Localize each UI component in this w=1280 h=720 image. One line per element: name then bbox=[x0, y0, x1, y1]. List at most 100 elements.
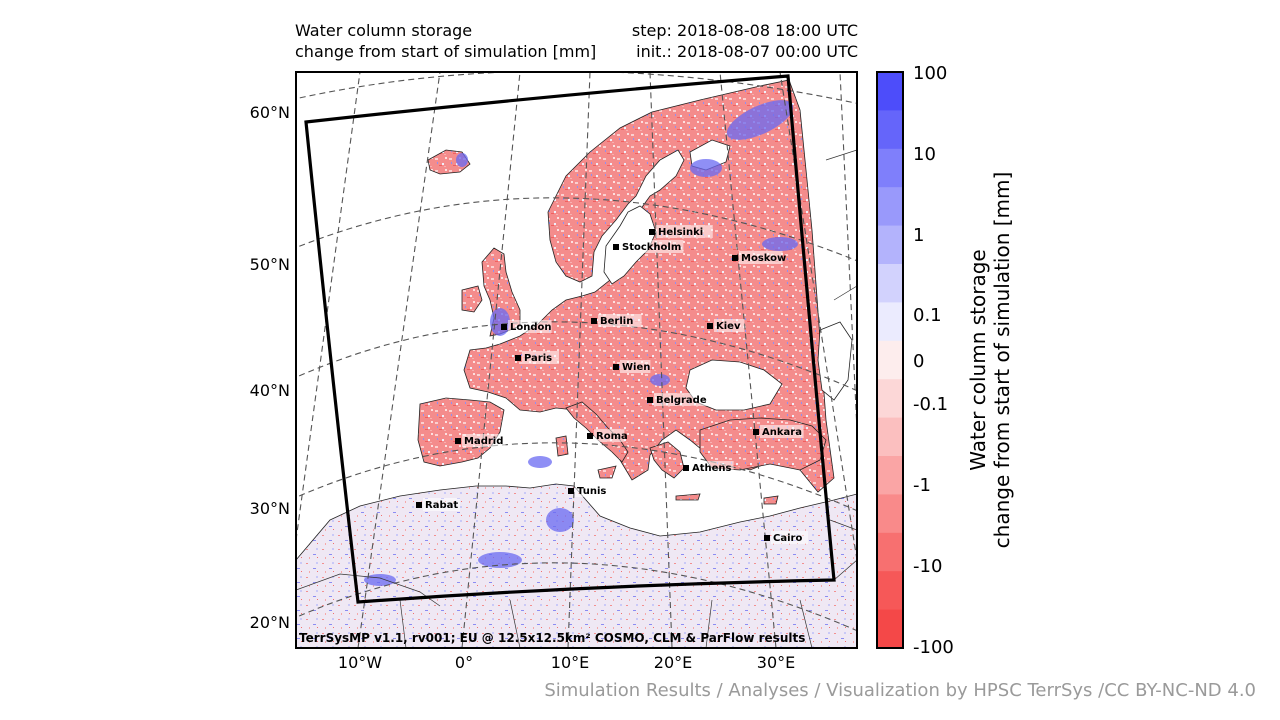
city-label-background bbox=[771, 531, 808, 544]
meridian-10w bbox=[357, 72, 441, 648]
city-label-background bbox=[654, 393, 711, 406]
map-title: Water column storage change from start o… bbox=[295, 20, 596, 62]
city-label: Belgrade bbox=[656, 395, 707, 406]
city-kiev: Kiev bbox=[707, 319, 745, 332]
cb-tick-neg10: -10 bbox=[913, 556, 942, 577]
city-label-background bbox=[760, 425, 804, 438]
lat-label-20: 20°N bbox=[250, 613, 290, 632]
city-label: Stockholm bbox=[622, 242, 681, 253]
colorbar-segment bbox=[877, 72, 903, 111]
city-tunis: Tunis bbox=[568, 484, 612, 497]
city-marker bbox=[515, 355, 521, 361]
colorbar-segment bbox=[877, 571, 903, 611]
colorbar-segment bbox=[877, 456, 903, 495]
city-label-background bbox=[656, 225, 713, 238]
landmass-ireland bbox=[461, 285, 483, 313]
wet-patch bbox=[650, 374, 670, 386]
landmass-africa bbox=[296, 483, 857, 648]
colorbar-segment bbox=[877, 532, 903, 572]
meridian-0 bbox=[461, 72, 521, 648]
city-marker bbox=[613, 244, 619, 250]
city-label-background bbox=[522, 351, 559, 364]
city-ankara: Ankara bbox=[753, 425, 804, 438]
city-label-background bbox=[594, 429, 625, 442]
model-info-label: TerrSysMP v1.1, rv001; EU @ 12.5x12.5km²… bbox=[299, 631, 805, 645]
wet-patch bbox=[528, 456, 552, 468]
lon-label-20e: 20°E bbox=[654, 653, 692, 672]
landmass-greece bbox=[649, 441, 685, 479]
city-marker bbox=[647, 397, 653, 403]
city-label: Berlin bbox=[600, 316, 633, 327]
city-cairo: Cairo bbox=[764, 531, 808, 544]
city-marker bbox=[568, 488, 574, 494]
cb-tick-neg1: -1 bbox=[913, 475, 931, 496]
colorbar-title-line2: change from start of simulation [mm] bbox=[990, 171, 1014, 549]
meridian-40e bbox=[779, 72, 857, 561]
colorbar-frame bbox=[876, 71, 904, 649]
colorbar-title: Water column storage change from start o… bbox=[966, 150, 1014, 570]
parallel-30 bbox=[296, 442, 857, 512]
cb-tick-0: 0 bbox=[913, 351, 924, 372]
domain-boundary bbox=[304, 74, 836, 604]
colorbar-segment bbox=[877, 340, 903, 380]
city-marker bbox=[753, 429, 759, 435]
map-content: Helsinki Stockholm Moskow London Berlin Kiev P… bbox=[296, 72, 857, 648]
cb-tick-0.1: 0.1 bbox=[913, 305, 942, 326]
city-marker bbox=[649, 229, 655, 235]
city-label-background bbox=[620, 360, 651, 373]
credit-line: Simulation Results / Analyses / Visualiz… bbox=[544, 680, 1256, 701]
graticule bbox=[296, 72, 857, 648]
city-label: Cairo bbox=[773, 533, 802, 544]
city-label-background bbox=[575, 484, 612, 497]
meridian-30e bbox=[719, 72, 777, 648]
city-madrid: Madrid bbox=[455, 434, 506, 447]
wet-patch bbox=[690, 159, 722, 177]
city-label-background bbox=[423, 498, 460, 511]
colorbar-segment bbox=[877, 148, 903, 188]
city-athens: Athens bbox=[683, 461, 734, 474]
lat-ticks: 60°N 50°N 40°N 30°N 20°N bbox=[250, 103, 290, 632]
city-label-background bbox=[739, 251, 783, 264]
city-stockholm: Stockholm bbox=[613, 240, 684, 253]
colorbar-segment bbox=[877, 110, 903, 150]
city-paris: Paris bbox=[515, 351, 559, 364]
lat-label-60: 60°N bbox=[250, 103, 290, 122]
city-label: Athens bbox=[692, 463, 732, 474]
lon-label-10e: 10°E bbox=[551, 653, 589, 672]
parallel-20 bbox=[296, 562, 857, 632]
cb-tick-10: 10 bbox=[913, 144, 936, 165]
city-markers: Helsinki Stockholm Moskow London Berlin Kiev P… bbox=[416, 225, 808, 544]
colorbar-segment bbox=[877, 494, 903, 534]
city-berlin: Berlin bbox=[591, 314, 642, 327]
city-label: Paris bbox=[524, 353, 552, 364]
lat-label-40: 40°N bbox=[250, 381, 290, 400]
cb-tick-neg100: -100 bbox=[913, 637, 954, 658]
city-london: London bbox=[501, 320, 552, 333]
city-marker bbox=[764, 535, 770, 541]
colorbar-title-line1: Water column storage bbox=[966, 249, 990, 471]
step-time: step: 2018-08-08 18:00 UTC bbox=[631, 21, 858, 40]
city-marker bbox=[707, 323, 713, 329]
city-label: Rabat bbox=[425, 500, 458, 511]
city-marker bbox=[613, 364, 619, 370]
wet-patch bbox=[762, 237, 798, 251]
caspian-sea bbox=[817, 321, 853, 401]
city-label: Tunis bbox=[577, 486, 606, 497]
city-label: Kiev bbox=[716, 321, 741, 332]
city-rabat: Rabat bbox=[416, 498, 460, 511]
city-marker bbox=[591, 318, 597, 324]
city-marker bbox=[732, 255, 738, 261]
city-marker bbox=[455, 438, 461, 444]
colorbar-segment bbox=[877, 264, 903, 303]
city-moskow: Moskow bbox=[732, 251, 786, 264]
city-wien: Wien bbox=[613, 360, 651, 373]
city-label: Roma bbox=[596, 431, 628, 442]
wet-patch bbox=[546, 508, 574, 532]
wet-patch bbox=[478, 552, 522, 568]
time-info: step: 2018-08-08 18:00 UTC init.: 2018-0… bbox=[632, 20, 858, 62]
city-marker bbox=[416, 502, 422, 508]
colorbar-segment bbox=[877, 417, 903, 457]
map-frame bbox=[295, 71, 858, 649]
city-label-background bbox=[508, 320, 552, 333]
